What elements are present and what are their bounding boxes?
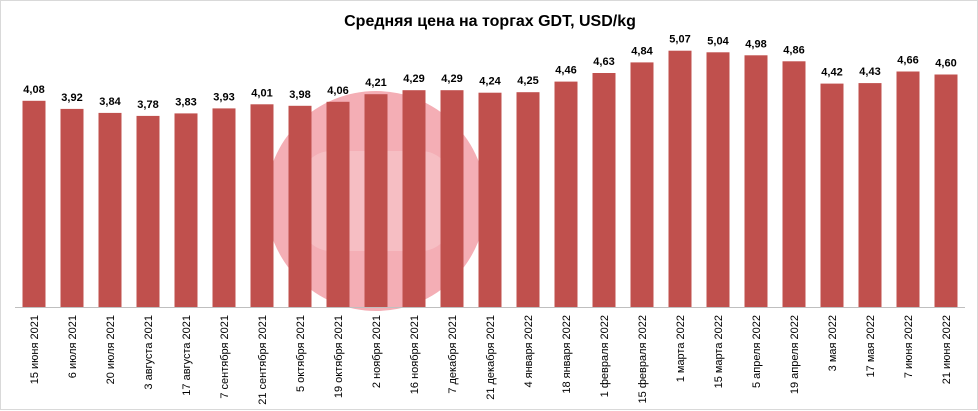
bar [136, 115, 160, 308]
x-tick-label: 20 июля 2021 [105, 315, 117, 384]
data-label: 4,46 [555, 65, 576, 77]
x-tick-label: 1 марта 2022 [675, 315, 687, 382]
bar [820, 83, 844, 307]
x-tick-label: 4 января 2022 [523, 315, 535, 388]
data-label: 4,98 [745, 38, 766, 50]
x-tick-label: 21 июня 2022 [941, 315, 953, 384]
chart-title: Средняя цена на торгах GDT, USD/kg [344, 13, 636, 30]
value-labels-group: 4,08 3,92 3,84 3,78 3,83 3,93 4,01 3,98 4,06 4,21… [23, 34, 956, 111]
x-tick-label: 21 декабря 2021 [485, 315, 497, 400]
bars-group [22, 50, 958, 308]
x-tick-label: 18 января 2022 [561, 315, 573, 394]
x-tick-label: 3 августа 2021 [143, 315, 155, 390]
bar [22, 100, 46, 307]
data-label: 3,93 [213, 91, 234, 103]
data-label: 4,25 [517, 75, 538, 87]
x-tick-label: 6 июля 2021 [67, 315, 79, 378]
x-tick-label: 5 апреля 2022 [751, 315, 763, 388]
x-tick-label: 1 февраля 2022 [599, 315, 611, 397]
bar [364, 94, 388, 307]
bar [896, 71, 920, 307]
bar [288, 105, 312, 307]
data-label: 3,92 [61, 92, 82, 104]
data-label: 4,60 [935, 58, 956, 70]
data-label: 4,29 [441, 73, 462, 85]
x-tick-label: 16 ноября 2021 [409, 315, 421, 394]
bar [858, 83, 882, 307]
x-tick-label: 15 февраля 2022 [637, 315, 649, 403]
x-tick-label: 2 ноября 2021 [371, 315, 383, 388]
bar [782, 61, 806, 307]
bar [706, 52, 730, 307]
data-label: 4,24 [479, 76, 501, 88]
tick-labels-group: 15 июня 2021 6 июля 2021 20 июля 2021 3 авг… [29, 315, 953, 405]
x-tick-label: 5 октября 2021 [295, 315, 307, 392]
data-label: 3,98 [289, 89, 310, 101]
x-tick-label: 17 августа 2021 [181, 315, 193, 396]
bar [744, 55, 768, 307]
data-label: 4,21 [365, 77, 386, 89]
x-tick-label: 15 марта 2022 [713, 315, 725, 388]
x-tick-label: 3 мая 2022 [827, 315, 839, 371]
bar [668, 50, 692, 307]
data-label: 4,84 [631, 45, 653, 57]
bar [60, 108, 84, 308]
data-label: 3,83 [175, 96, 196, 108]
bar [592, 73, 616, 307]
bar [630, 62, 654, 308]
bar [402, 90, 426, 307]
bar [326, 101, 350, 307]
bar [516, 92, 540, 307]
data-label: 4,66 [897, 55, 918, 67]
x-tick-label: 15 июня 2021 [29, 315, 41, 384]
x-tick-label: 7 сентября 2021 [219, 315, 231, 399]
data-label: 4,42 [821, 67, 842, 79]
bar [554, 81, 578, 307]
data-label: 4,01 [251, 87, 272, 99]
x-tick-label: 17 мая 2022 [865, 315, 877, 377]
data-label: 5,07 [669, 34, 690, 46]
x-tick-label: 19 апреля 2022 [789, 315, 801, 394]
data-label: 4,08 [23, 84, 44, 96]
data-label: 4,63 [593, 56, 614, 68]
data-label: 5,04 [707, 35, 729, 47]
x-tick-label: 7 июня 2022 [903, 315, 915, 378]
data-label: 4,29 [403, 73, 424, 85]
x-tick-label: 19 октября 2021 [333, 315, 345, 398]
bar [212, 108, 236, 308]
bar [98, 112, 122, 308]
bar [478, 92, 502, 307]
data-label: 3,84 [99, 96, 121, 108]
bar [250, 104, 274, 307]
bar [440, 90, 464, 307]
data-label: 3,78 [137, 99, 158, 111]
data-label: 4,06 [327, 85, 348, 97]
data-label: 4,43 [859, 66, 880, 78]
x-tick-label: 21 сентября 2021 [257, 315, 269, 405]
x-tick-label: 7 декабря 2021 [447, 315, 459, 394]
bar [934, 74, 958, 307]
bar [174, 113, 198, 308]
data-label: 4,86 [783, 44, 804, 56]
